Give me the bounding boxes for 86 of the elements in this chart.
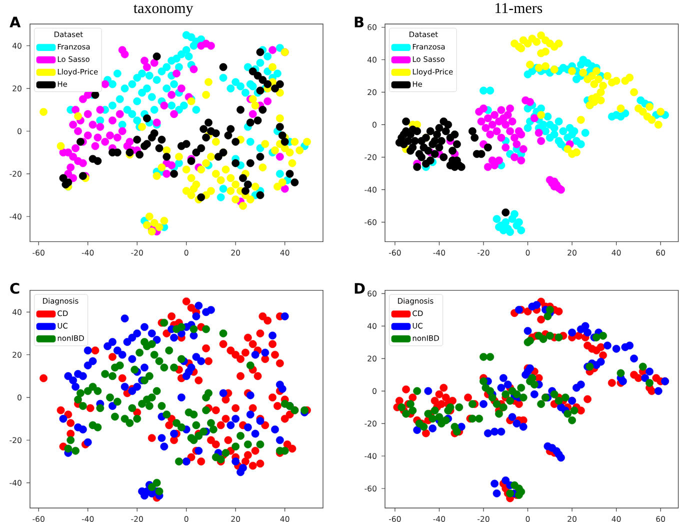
text: A [10, 16, 21, 28]
point [426, 127, 434, 136]
point [422, 160, 430, 168]
point [526, 60, 534, 69]
point [568, 67, 576, 76]
point [418, 153, 426, 162]
point [484, 114, 492, 122]
point [435, 144, 444, 152]
text: D [354, 283, 365, 294]
point [402, 118, 410, 126]
chart-title: taxonomy [134, 4, 194, 16]
point [406, 146, 414, 155]
point [497, 106, 506, 114]
point [477, 118, 486, 126]
point [542, 62, 550, 70]
point [532, 38, 541, 46]
point [506, 104, 514, 112]
point [537, 31, 546, 40]
point [554, 40, 563, 48]
point [506, 127, 514, 136]
point [488, 120, 496, 129]
point [596, 88, 605, 96]
point [413, 163, 422, 171]
point [484, 144, 492, 152]
point [508, 118, 516, 126]
point [502, 120, 510, 129]
point [450, 130, 459, 138]
point [537, 49, 546, 58]
point [572, 148, 580, 156]
point [517, 130, 526, 138]
point [648, 116, 656, 124]
point [502, 208, 510, 216]
point [557, 186, 565, 194]
point [630, 88, 638, 96]
point [452, 140, 461, 148]
point [490, 111, 499, 119]
point [468, 127, 476, 136]
point [482, 124, 490, 132]
point [502, 144, 510, 152]
point [599, 82, 607, 90]
point [492, 127, 501, 136]
point [497, 134, 506, 142]
point [484, 163, 492, 171]
point [510, 134, 518, 142]
point [519, 145, 528, 154]
point [512, 140, 521, 148]
text: B [354, 16, 364, 28]
point [510, 153, 518, 162]
point [604, 72, 612, 80]
point [435, 124, 444, 132]
point [608, 78, 616, 86]
point [440, 118, 448, 126]
chart-title: 11-mers [496, 3, 542, 14]
point [430, 137, 439, 145]
point [526, 98, 534, 106]
point [616, 104, 625, 112]
point [592, 67, 600, 76]
point [596, 96, 605, 104]
point [534, 128, 543, 137]
point [438, 137, 446, 145]
point [626, 74, 634, 82]
point [400, 130, 408, 138]
point [564, 145, 572, 154]
point [524, 40, 532, 48]
point [654, 120, 662, 129]
point [517, 44, 526, 52]
point [440, 153, 448, 162]
point [418, 137, 426, 145]
point [410, 137, 419, 145]
point [537, 111, 546, 119]
point [495, 156, 503, 164]
point [430, 150, 439, 158]
point [470, 134, 479, 142]
point [576, 116, 585, 124]
point [442, 127, 450, 136]
point [590, 80, 598, 88]
point [448, 146, 456, 155]
point [537, 137, 546, 145]
point [488, 156, 496, 164]
point [594, 75, 603, 84]
point [480, 104, 488, 112]
point [517, 156, 526, 164]
point [504, 111, 512, 119]
point [638, 108, 647, 116]
point [486, 130, 494, 138]
text: C [10, 282, 20, 294]
